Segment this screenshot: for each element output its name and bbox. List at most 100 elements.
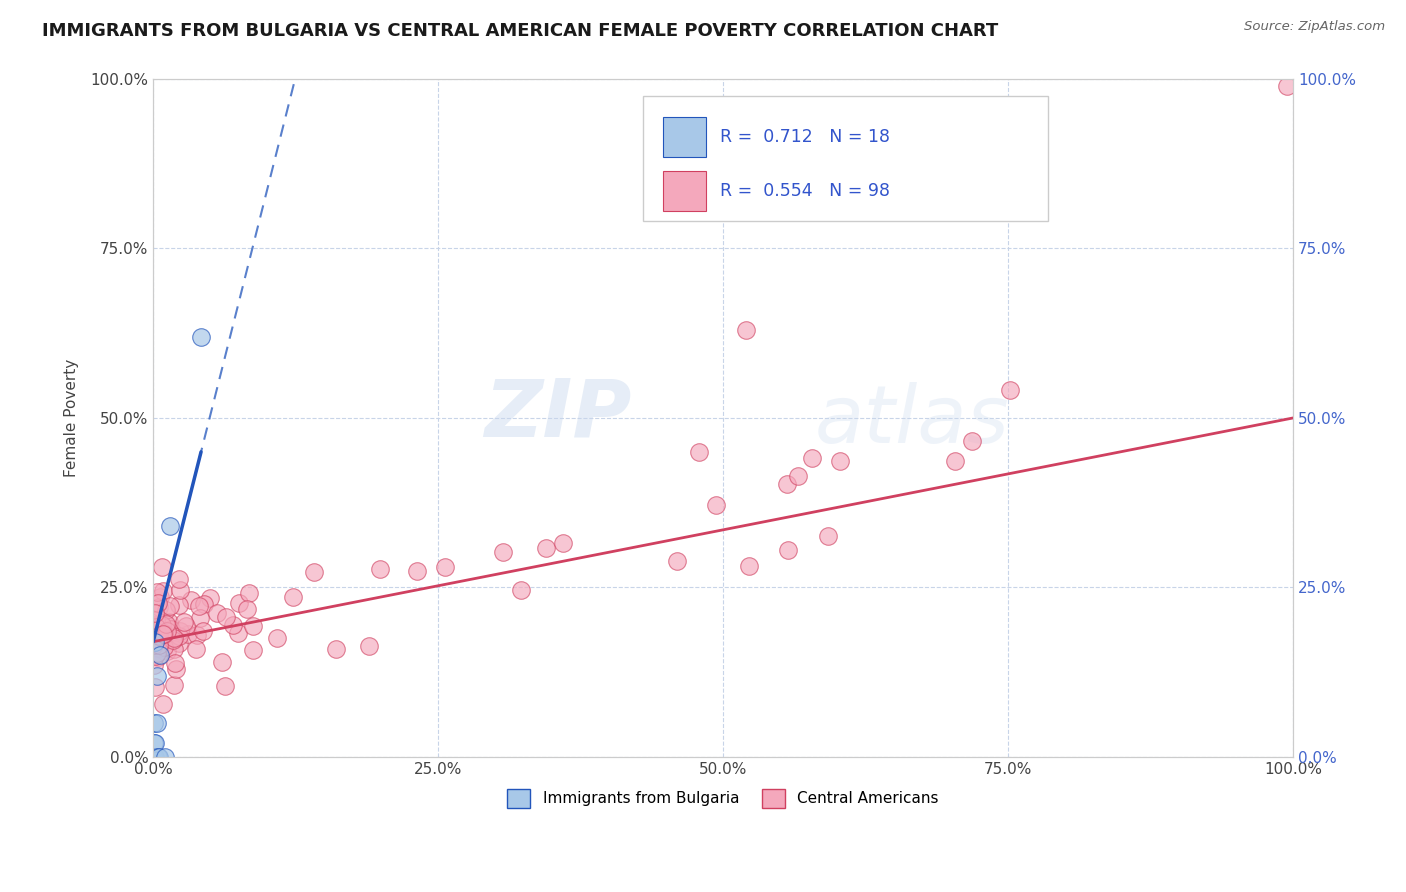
Point bbox=[368, 562, 391, 576]
Point bbox=[155, 644, 177, 658]
Point bbox=[148, 599, 170, 614]
Text: IMMIGRANTS FROM BULGARIA VS CENTRAL AMERICAN FEMALE POVERTY CORRELATION CHART: IMMIGRANTS FROM BULGARIA VS CENTRAL AMER… bbox=[42, 22, 998, 40]
Point bbox=[159, 599, 181, 613]
Point bbox=[214, 679, 236, 693]
Point bbox=[159, 623, 181, 637]
Point bbox=[688, 445, 710, 459]
Point bbox=[534, 541, 557, 556]
Point bbox=[155, 603, 177, 617]
Point bbox=[776, 476, 799, 491]
Point bbox=[162, 633, 184, 648]
Point bbox=[165, 662, 187, 676]
Point bbox=[801, 451, 824, 466]
Point bbox=[153, 750, 176, 764]
Point bbox=[776, 543, 799, 558]
Point bbox=[146, 596, 169, 610]
Point bbox=[193, 597, 215, 611]
Point bbox=[666, 554, 689, 568]
Point bbox=[193, 624, 215, 639]
Point bbox=[188, 610, 211, 624]
Point bbox=[242, 642, 264, 657]
Point bbox=[236, 602, 259, 616]
Point bbox=[145, 614, 167, 628]
Point bbox=[146, 584, 169, 599]
Y-axis label: Female Poverty: Female Poverty bbox=[65, 359, 79, 477]
Point bbox=[149, 648, 172, 663]
Legend: Immigrants from Bulgaria, Central Americans: Immigrants from Bulgaria, Central Americ… bbox=[502, 783, 945, 814]
Point bbox=[184, 642, 207, 657]
Point bbox=[165, 656, 187, 670]
Point bbox=[200, 591, 222, 606]
Point bbox=[190, 329, 212, 343]
Point bbox=[169, 583, 191, 598]
Point bbox=[167, 629, 190, 643]
Point bbox=[215, 610, 238, 624]
Point bbox=[177, 626, 200, 640]
Point bbox=[186, 628, 208, 642]
Point bbox=[787, 469, 810, 483]
Point bbox=[152, 616, 174, 631]
Point bbox=[222, 618, 245, 632]
Point bbox=[146, 649, 169, 664]
Point bbox=[998, 383, 1021, 397]
Point bbox=[153, 626, 176, 640]
Point bbox=[153, 626, 176, 640]
Point bbox=[1277, 78, 1299, 93]
Point bbox=[738, 559, 761, 574]
Point bbox=[152, 627, 174, 641]
Point bbox=[302, 565, 325, 579]
Point bbox=[148, 629, 170, 643]
Bar bbox=[662, 170, 706, 211]
Point bbox=[148, 624, 170, 639]
Point bbox=[325, 642, 347, 657]
Point bbox=[146, 635, 169, 649]
Point bbox=[510, 583, 533, 598]
Point bbox=[149, 590, 172, 604]
Point bbox=[163, 641, 186, 656]
Point bbox=[146, 750, 169, 764]
Text: atlas: atlas bbox=[814, 383, 1010, 460]
Point bbox=[943, 453, 966, 467]
Point bbox=[167, 572, 190, 586]
Point bbox=[145, 750, 167, 764]
Point bbox=[211, 656, 233, 670]
Point bbox=[148, 750, 170, 764]
Point bbox=[167, 598, 190, 612]
Point bbox=[145, 736, 167, 750]
Point bbox=[143, 750, 166, 764]
Point bbox=[266, 631, 288, 645]
Point bbox=[143, 638, 166, 652]
Point bbox=[359, 639, 381, 653]
Point bbox=[145, 620, 167, 634]
Point bbox=[180, 593, 202, 607]
Point bbox=[405, 564, 427, 578]
Point bbox=[152, 584, 174, 599]
Point bbox=[146, 646, 169, 660]
Point bbox=[148, 629, 170, 643]
Point bbox=[434, 560, 457, 574]
Point bbox=[159, 519, 181, 533]
Point bbox=[492, 545, 515, 559]
Point bbox=[157, 615, 180, 630]
Point bbox=[551, 535, 574, 549]
Point bbox=[143, 750, 166, 764]
Point bbox=[142, 750, 165, 764]
Point bbox=[188, 599, 211, 614]
Text: ZIP: ZIP bbox=[485, 376, 631, 453]
Point bbox=[150, 559, 173, 574]
Point bbox=[143, 736, 166, 750]
Point bbox=[148, 640, 170, 655]
Point bbox=[143, 657, 166, 672]
Point bbox=[150, 618, 173, 632]
Point bbox=[281, 590, 304, 604]
Point bbox=[145, 668, 167, 682]
Point bbox=[817, 529, 839, 543]
Point bbox=[148, 638, 170, 652]
Point bbox=[156, 624, 179, 638]
Point bbox=[152, 697, 174, 711]
Point bbox=[163, 678, 186, 692]
Bar bbox=[662, 117, 706, 157]
Point bbox=[143, 649, 166, 664]
Text: Source: ZipAtlas.com: Source: ZipAtlas.com bbox=[1244, 20, 1385, 33]
Point bbox=[207, 606, 229, 620]
